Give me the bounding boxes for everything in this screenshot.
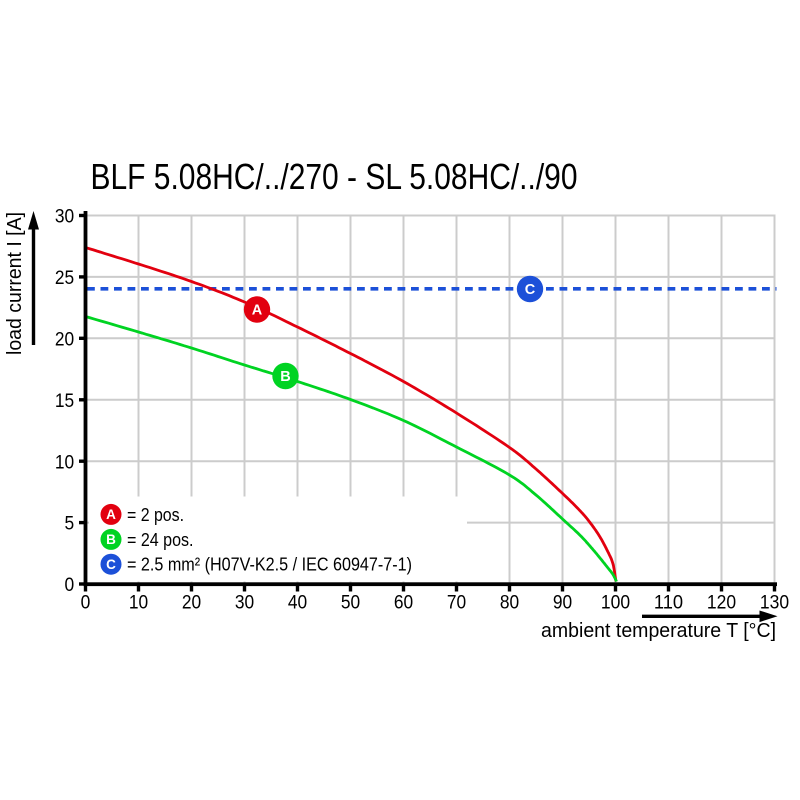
svg-text:0: 0 (65, 574, 75, 596)
svg-text:15: 15 (55, 390, 74, 412)
svg-text:C: C (106, 557, 116, 572)
svg-text:80: 80 (500, 592, 519, 614)
svg-text:60: 60 (394, 592, 413, 614)
svg-text:25: 25 (55, 267, 74, 289)
svg-text:30: 30 (235, 592, 254, 614)
svg-text:20: 20 (182, 592, 201, 614)
svg-text:0: 0 (81, 592, 91, 614)
svg-text:A: A (252, 303, 263, 319)
svg-text:B: B (280, 369, 290, 385)
svg-text:A: A (106, 507, 116, 522)
svg-text:40: 40 (288, 592, 307, 614)
svg-text:B: B (106, 532, 116, 547)
svg-text:10: 10 (129, 592, 148, 614)
svg-text:20: 20 (55, 328, 74, 350)
svg-text:C: C (525, 282, 536, 298)
svg-text:BLF 5.08HC/../270 - SL 5.08HC/: BLF 5.08HC/../270 - SL 5.08HC/../90 (91, 156, 578, 197)
svg-text:5: 5 (65, 513, 75, 535)
svg-text:90: 90 (553, 592, 572, 614)
svg-text:= 24 pos.: = 24 pos. (127, 529, 194, 550)
svg-text:10: 10 (55, 451, 74, 473)
svg-text:= 2 pos.: = 2 pos. (127, 504, 184, 525)
svg-text:110: 110 (654, 592, 683, 614)
svg-text:130: 130 (760, 592, 789, 614)
svg-text:50: 50 (341, 592, 360, 614)
svg-text:30: 30 (55, 206, 74, 228)
svg-text:ambient temperature T [°C]: ambient temperature T [°C] (541, 620, 776, 642)
svg-text:120: 120 (707, 592, 736, 614)
svg-text:load current I [A]: load current I [A] (4, 212, 26, 355)
svg-text:= 2.5 mm² (H07V-K2.5 / IEC 609: = 2.5 mm² (H07V-K2.5 / IEC 60947-7-1) (127, 554, 412, 575)
svg-text:70: 70 (447, 592, 466, 614)
svg-text:100: 100 (601, 592, 630, 614)
